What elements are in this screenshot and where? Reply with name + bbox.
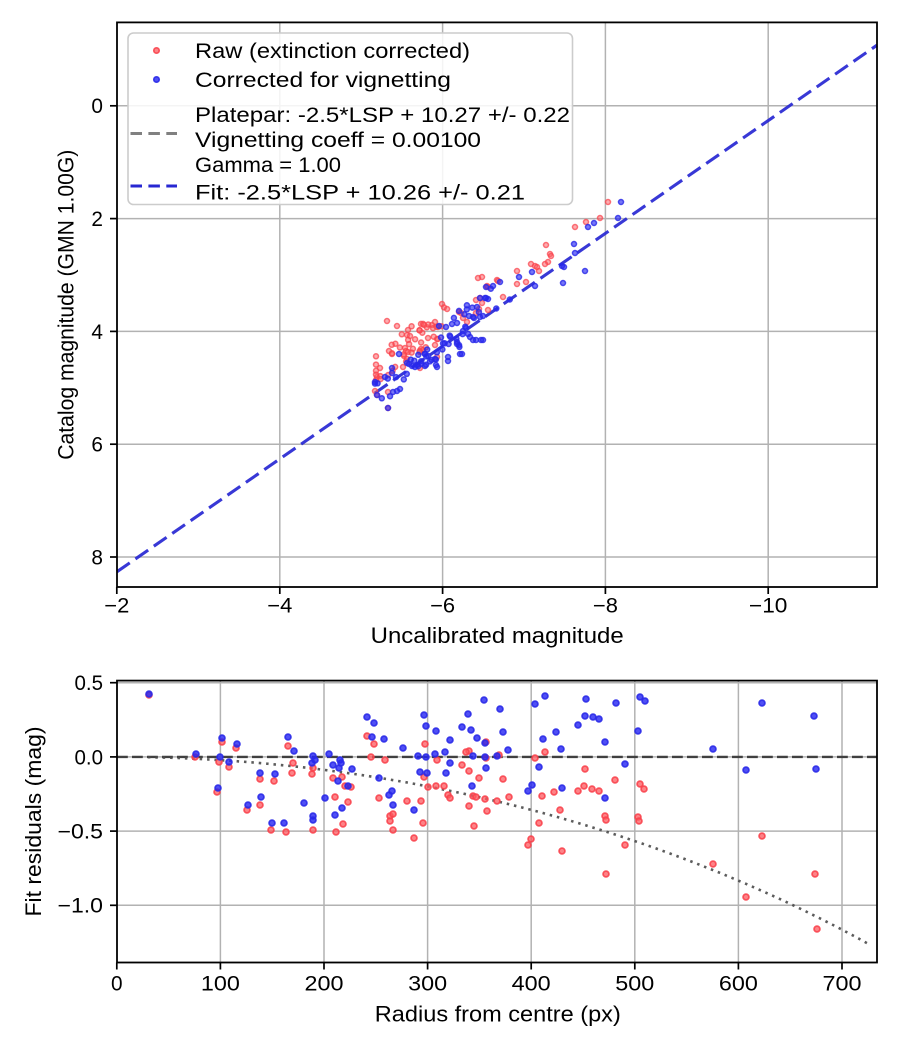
svg-text:−8: −8 xyxy=(593,595,618,618)
svg-text:2: 2 xyxy=(91,208,103,231)
svg-text:200: 200 xyxy=(305,973,344,996)
svg-text:−1.0: −1.0 xyxy=(58,895,104,918)
svg-text:400: 400 xyxy=(512,973,551,996)
svg-text:600: 600 xyxy=(719,973,758,996)
svg-text:Catalog magnitude (GMN 1.00G): Catalog magnitude (GMN 1.00G) xyxy=(54,150,79,460)
svg-text:−4: −4 xyxy=(267,595,292,618)
svg-text:100: 100 xyxy=(201,973,240,996)
svg-text:8: 8 xyxy=(91,546,103,569)
svg-text:Raw (extinction corrected): Raw (extinction corrected) xyxy=(195,40,470,63)
svg-text:500: 500 xyxy=(615,973,654,996)
svg-text:−0.5: −0.5 xyxy=(58,821,104,844)
svg-text:Uncalibrated magnitude: Uncalibrated magnitude xyxy=(371,623,624,648)
svg-text:−2: −2 xyxy=(104,595,129,618)
svg-text:Fit residuals (mag): Fit residuals (mag) xyxy=(21,727,46,917)
svg-text:0.0: 0.0 xyxy=(75,746,104,769)
svg-text:Fit: -2.5*LSP + 10.26 +/- 0.21: Fit: -2.5*LSP + 10.26 +/- 0.21 xyxy=(195,182,525,205)
svg-text:0.5: 0.5 xyxy=(75,672,104,695)
svg-text:−10: −10 xyxy=(749,595,788,618)
svg-text:300: 300 xyxy=(408,973,447,996)
svg-text:Radius from centre (px): Radius from centre (px) xyxy=(375,1001,621,1026)
svg-text:Corrected for vignetting: Corrected for vignetting xyxy=(195,69,451,92)
svg-text:0: 0 xyxy=(91,95,103,118)
svg-text:700: 700 xyxy=(823,973,862,996)
svg-text:0: 0 xyxy=(111,973,123,996)
svg-text:6: 6 xyxy=(91,434,103,457)
svg-text:Vignetting coeff = 0.00100: Vignetting coeff = 0.00100 xyxy=(195,129,481,152)
svg-text:−6: −6 xyxy=(430,595,455,618)
svg-text:Gamma = 1.00: Gamma = 1.00 xyxy=(195,154,341,177)
svg-text:4: 4 xyxy=(91,321,103,344)
svg-text:Platepar: -2.5*LSP + 10.27 +/-: Platepar: -2.5*LSP + 10.27 +/- 0.22 xyxy=(195,104,570,127)
